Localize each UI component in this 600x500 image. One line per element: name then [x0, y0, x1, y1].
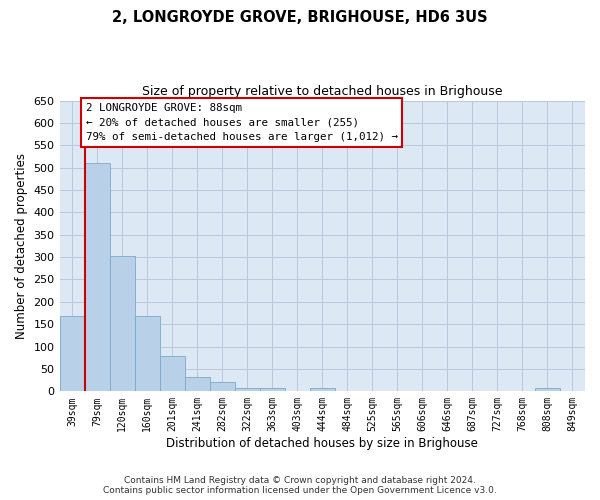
Bar — [535, 388, 560, 392]
Bar — [310, 388, 335, 392]
Text: 2, LONGROYDE GROVE, BRIGHOUSE, HD6 3US: 2, LONGROYDE GROVE, BRIGHOUSE, HD6 3US — [112, 10, 488, 25]
Bar — [260, 388, 285, 392]
Bar — [110, 256, 134, 392]
Bar — [209, 382, 235, 392]
Bar — [160, 356, 185, 392]
Y-axis label: Number of detached properties: Number of detached properties — [15, 153, 28, 339]
Bar — [134, 316, 160, 392]
Bar — [235, 388, 260, 392]
Bar — [59, 316, 85, 392]
Bar — [85, 163, 110, 392]
X-axis label: Distribution of detached houses by size in Brighouse: Distribution of detached houses by size … — [166, 437, 478, 450]
Title: Size of property relative to detached houses in Brighouse: Size of property relative to detached ho… — [142, 85, 503, 98]
Text: 2 LONGROYDE GROVE: 88sqm
← 20% of detached houses are smaller (255)
79% of semi-: 2 LONGROYDE GROVE: 88sqm ← 20% of detach… — [86, 103, 398, 142]
Bar — [185, 377, 209, 392]
Text: Contains HM Land Registry data © Crown copyright and database right 2024.
Contai: Contains HM Land Registry data © Crown c… — [103, 476, 497, 495]
